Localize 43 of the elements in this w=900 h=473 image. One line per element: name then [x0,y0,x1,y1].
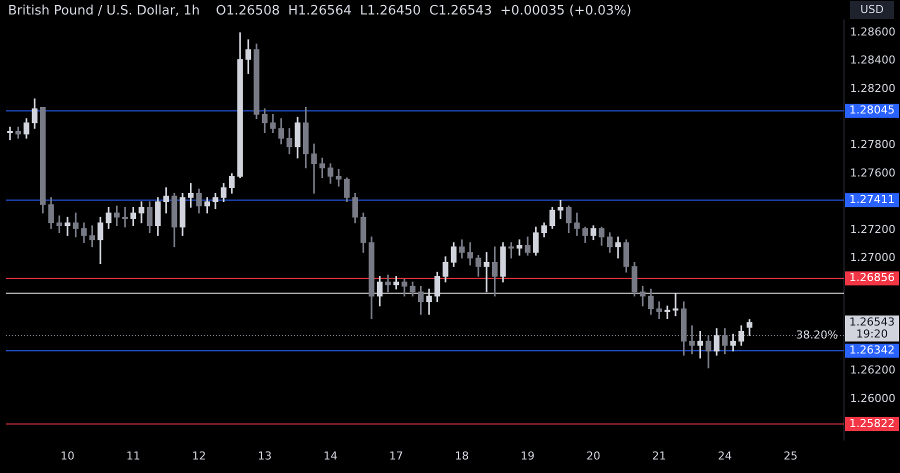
ref-line-label: 1.25822 [849,416,895,430]
x-tick-label: 19 [520,449,535,462]
ref-line-label: 1.28045 [849,104,895,117]
ref-line-label: 1.27411 [849,193,895,206]
ref-line-label: 1.26856 [849,271,895,284]
y-tick-label: 1.27800 [850,138,896,152]
x-tick-label: 12 [192,449,206,462]
x-tick-label: 10 [60,449,75,462]
candlestick [558,200,564,219]
candlestick [615,236,621,258]
candlestick [426,288,432,315]
x-tick-label: 24 [718,449,732,462]
ref-line-label: 1.26342 [849,344,895,357]
x-tick-label: 14 [323,449,338,462]
x-tick-label: 17 [389,449,404,462]
candlestick [7,126,13,140]
y-tick-label: 1.27200 [850,222,896,236]
x-tick-label: 20 [586,449,600,462]
chart-subtitle: O1.26508 H1.26564 L1.26450 C1.26543 +0.00035 (+0.03%) [216,3,632,18]
annotation: 38.20% [796,328,838,342]
candlestick [672,292,678,316]
x-tick-label: 21 [652,449,666,462]
y-tick-label: 1.26200 [850,364,896,377]
x-tick-label: 18 [454,449,469,462]
y-tick-label: 1.28200 [850,82,896,95]
y-tick-label: 1.26000 [850,392,896,405]
candlestick [122,207,128,228]
y-tick-label: 1.28400 [850,54,896,67]
text: 19:20 [856,327,888,340]
y-tick-label: 1.27600 [850,166,896,180]
x-tick-label: 13 [258,449,272,462]
text: USD [860,2,884,16]
text: 1.26543 [849,315,895,328]
y-tick-label: 1.27000 [850,250,896,264]
x-tick-label: 11 [126,449,140,462]
candlestick [484,252,490,292]
x-tick-label: 25 [784,449,798,462]
y-tick-label: 1.28600 [850,26,896,39]
candlestick [516,239,522,256]
candlestick [64,216,70,236]
chart-title: British Pound / U.S. Dollar, 1h [8,3,200,18]
candlestick [385,274,391,292]
candlestick [311,144,317,194]
